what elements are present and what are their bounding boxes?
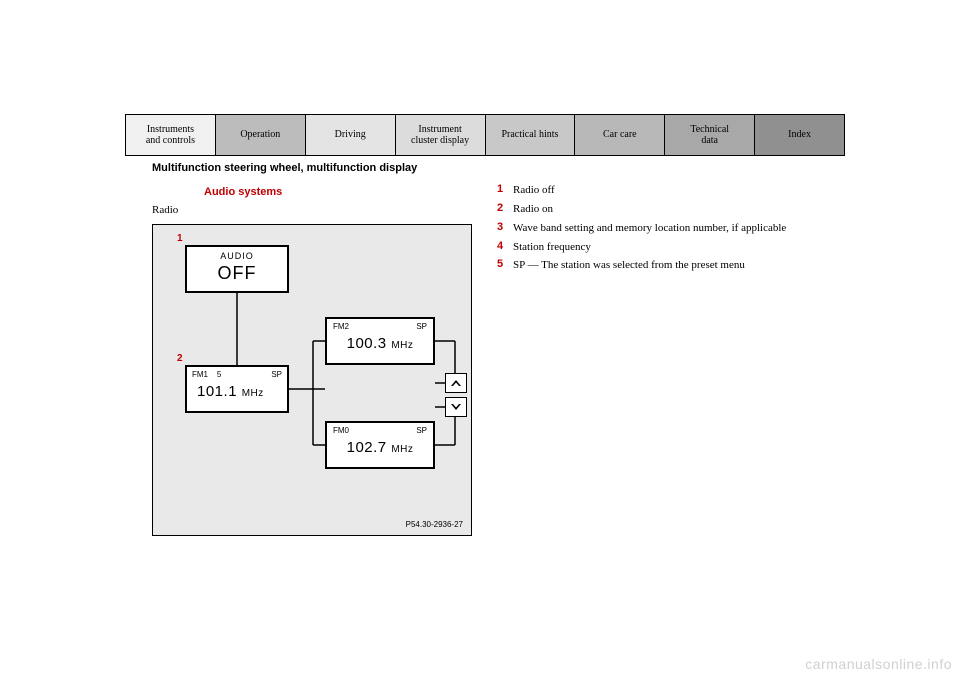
section-title: Multifunction steering wheel, multifunct… [152,162,417,174]
band-label: FM1 [192,370,208,379]
tab-label: Car care [603,129,637,141]
radio-heading: Radio [152,204,178,216]
display-header: FM2 SP [327,319,433,331]
legend-list: 1 Radio off 2 Radio on 3 Wave band setti… [497,183,827,277]
legend-number: 4 [497,240,513,255]
display-line2: OFF [187,263,287,284]
tab-technical-data[interactable]: Technicaldata [665,115,755,155]
legend-item: 3 Wave band setting and memory location … [497,221,827,236]
key-down-icon [445,397,467,417]
preset-number: 5 [217,370,221,379]
legend-number: 1 [497,183,513,198]
band-label: FM0 [333,426,349,435]
figure-audio-displays: 1 2 3 4 5 AUDIO OFF FM1 5 SP 101.1 MHz [152,224,472,536]
legend-text: Radio on [513,202,553,217]
display-fm0: FM0 SP 102.7 MHz [325,421,435,469]
display-header: FM0 SP [327,423,433,435]
frequency-unit: MHz [391,340,413,351]
legend-item: 1 Radio off [497,183,827,198]
legend-item: 5 SP — The station was selected from the… [497,258,827,273]
tab-operation[interactable]: Operation [216,115,306,155]
tab-label: Driving [335,129,366,141]
sp-indicator: SP [416,322,427,331]
frequency-readout: 100.3 MHz [327,335,433,352]
frequency-value: 102.7 [347,439,387,456]
tab-label: Instrumentcluster display [411,124,469,147]
tab-driving[interactable]: Driving [306,115,396,155]
page: Instrumentsand controls Operation Drivin… [0,0,960,678]
callout-2: 2 [177,353,183,364]
frequency-unit: MHz [242,388,264,399]
legend-item: 4 Station frequency [497,240,827,255]
frequency-value: 100.3 [347,335,387,352]
display-fm1: FM1 5 SP 101.1 MHz [185,365,289,413]
tab-label: Index [788,129,811,141]
key-up-icon [445,373,467,393]
legend-item: 2 Radio on [497,202,827,217]
frequency-readout: 101.1 MHz [187,383,287,400]
tab-car-care[interactable]: Car care [575,115,665,155]
display-line1: AUDIO [187,251,287,261]
nav-tabs: Instrumentsand controls Operation Drivin… [125,114,845,156]
frequency-value: 101.1 [197,383,237,400]
legend-text: Wave band setting and memory location nu… [513,221,786,236]
display-audio-off: AUDIO OFF [185,245,289,293]
tab-label: Technicaldata [690,124,729,147]
tab-instrument-cluster-display[interactable]: Instrumentcluster display [396,115,486,155]
legend-text: Radio off [513,183,555,198]
legend-text: Station frequency [513,240,591,255]
tab-label: Instrumentsand controls [146,124,195,147]
callout-1: 1 [177,233,183,244]
legend-number: 5 [497,258,513,273]
figure-code: P54.30-2936-27 [406,520,463,529]
sub-heading-audio-systems: Audio systems [204,186,282,198]
tab-instruments-and-controls[interactable]: Instrumentsand controls [126,115,216,155]
legend-text: SP — The station was selected from the p… [513,258,745,273]
sp-indicator: SP [416,426,427,435]
tab-label: Practical hints [501,129,558,141]
display-fm2: FM2 SP 100.3 MHz [325,317,435,365]
legend-number: 2 [497,202,513,217]
tab-label: Operation [240,129,280,141]
legend-number: 3 [497,221,513,236]
frequency-unit: MHz [391,444,413,455]
tab-practical-hints[interactable]: Practical hints [486,115,576,155]
frequency-readout: 102.7 MHz [327,439,433,456]
watermark: carmanualsonline.info [805,656,952,672]
sp-indicator: SP [271,370,282,379]
display-header: FM1 5 SP [187,367,287,379]
band-label: FM2 [333,322,349,331]
tab-index[interactable]: Index [755,115,844,155]
